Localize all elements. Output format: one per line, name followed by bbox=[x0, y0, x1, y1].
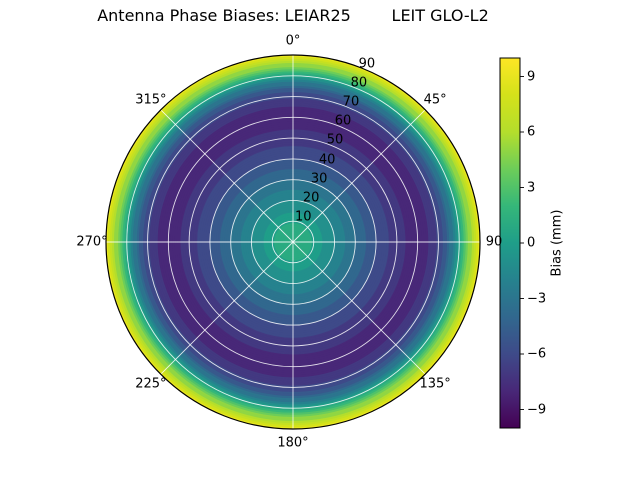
theta-tick-label: 0° bbox=[285, 33, 301, 49]
r-tick-label: 30 bbox=[310, 171, 328, 187]
colorbar-tick-label: 9 bbox=[527, 69, 536, 84]
r-tick-label: 90 bbox=[358, 56, 376, 72]
colorbar-tick-label: −3 bbox=[527, 291, 547, 306]
colorbar-tick-label: 0 bbox=[527, 235, 536, 251]
grid-spoke bbox=[160, 241, 294, 375]
r-tick-label: 40 bbox=[318, 152, 336, 168]
colorbar-tick-label: −6 bbox=[527, 346, 547, 362]
grid-spoke bbox=[160, 109, 294, 243]
r-tick-label: 80 bbox=[350, 75, 368, 91]
grid-spoke bbox=[292, 241, 426, 375]
colorbar-axis-label: Bias (mm) bbox=[549, 209, 565, 277]
chart-title: Antenna Phase Biases: LEIAR25 LEIT GLO-L… bbox=[97, 6, 489, 25]
polar-spine bbox=[105, 54, 481, 430]
theta-tick-label: 315° bbox=[135, 92, 167, 108]
theta-tick-label: 180° bbox=[277, 435, 309, 451]
theta-tick-label: 225° bbox=[135, 376, 167, 392]
r-tick-label: 20 bbox=[302, 190, 320, 206]
theta-tick-label: 135° bbox=[419, 376, 451, 392]
r-tick-label: 10 bbox=[294, 209, 312, 225]
r-tick-label: 70 bbox=[342, 94, 360, 110]
r-tick-label: 60 bbox=[334, 113, 352, 129]
colorbar-tick-label: 6 bbox=[527, 124, 536, 140]
theta-tick-label: 90 bbox=[485, 234, 503, 250]
polar-grid bbox=[106, 55, 480, 429]
colorbar-tick-label: −9 bbox=[527, 402, 547, 417]
theta-tick-label: 270° bbox=[76, 234, 108, 250]
grid-spoke bbox=[292, 109, 426, 243]
colorbar-tick-label: 3 bbox=[527, 180, 536, 195]
r-tick-label: 50 bbox=[326, 132, 344, 148]
theta-tick-label: 45° bbox=[423, 92, 447, 108]
